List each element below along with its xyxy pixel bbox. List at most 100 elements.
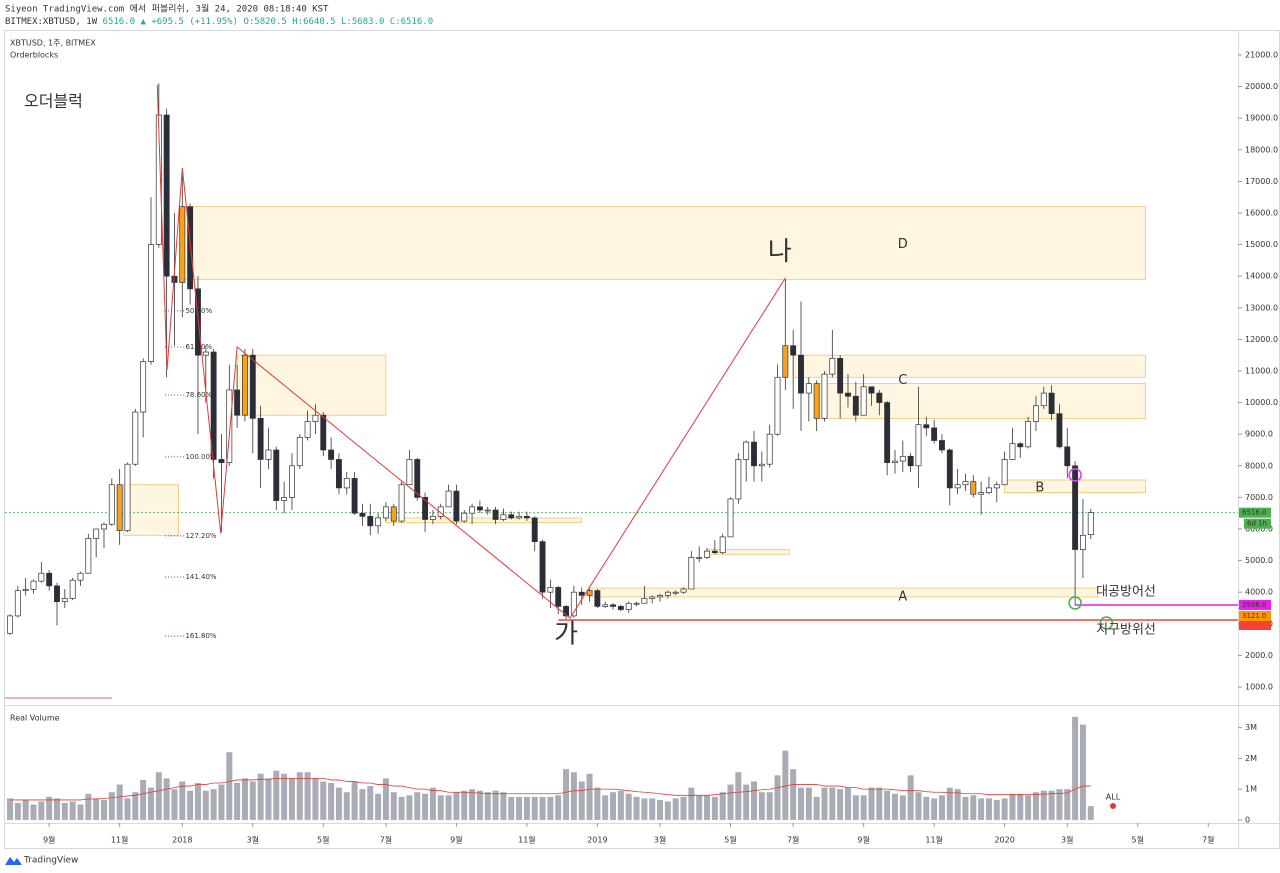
candle-body [954,484,961,489]
x-tick-label: 2018 [172,836,192,845]
candle-body [1009,443,1016,460]
volume-bar [453,792,460,820]
volume-bar [375,793,382,820]
candle-body [923,424,930,429]
candle-body [986,487,992,493]
candle-body [148,244,154,362]
volume-bar [328,783,335,820]
volume-bar [837,789,844,820]
candle-body [727,498,734,538]
candle-body [54,585,60,603]
y-tick-label: 2000.0 [1245,651,1273,660]
candle-body [218,459,225,463]
candle-body [735,459,742,500]
candle-body [1079,534,1086,550]
candle-body [531,517,538,542]
volume-bar [210,789,217,820]
y-tick-label: 16000.0 [1245,208,1278,217]
price-label: 3121.0 [1242,612,1267,620]
candle-body [124,463,131,531]
candle-body [1072,465,1079,550]
y-tick-label: 21000.0 [1245,50,1278,59]
fib-label: 141.40% [185,573,216,581]
candle-body [320,414,327,451]
volume-bar [132,792,139,820]
x-tick-label: 2020 [994,836,1014,845]
candle-body [899,455,906,462]
candle-body [304,421,311,438]
price-label: 3596.0 [1242,601,1267,609]
candle-body [664,591,671,596]
candle-body [829,357,836,375]
volume-bar [555,795,562,820]
countdown: 6d 1h [1247,520,1267,528]
candle-body [242,354,248,416]
volume-bar [390,792,397,820]
candle-body [993,484,1000,489]
volume-bar [899,795,906,820]
volume-bar [633,796,640,820]
volume-bar [14,803,21,820]
x-tick-label: 5월 [317,835,329,845]
candle-body [688,557,695,590]
volume-bar [610,792,617,820]
volume-bar [516,796,523,820]
volume-title: Real Volume [10,714,60,723]
candle-body [1087,512,1094,536]
symbol-line: BITMEX:XBTUSD, 1W 6516.0 ▲ +695.5 (+11.9… [5,17,433,27]
volume-bar [367,786,374,820]
volume-bar [727,784,734,820]
x-tick-label: 2019 [587,836,607,845]
marker [1068,596,1082,610]
candle-body [77,572,84,581]
candle-body [625,602,632,610]
candle-body [563,606,570,617]
x-tick-label: 7월 [380,835,392,845]
volume-bar [273,770,280,820]
volume-bar [743,784,750,820]
candle-body [946,449,953,489]
candle-body [390,506,397,522]
brand: TradingView [23,856,78,866]
candle-body [766,433,773,465]
candle-body [406,459,413,486]
candle-body [500,514,507,520]
open: O:5820.5 [243,17,286,27]
y-tick-label: 12000.0 [1245,335,1278,344]
candle-body [617,606,624,610]
candle-body [1064,446,1071,467]
marker [1099,616,1114,630]
volume-bar [563,769,570,820]
candle-body [187,206,194,290]
volume-bar [140,779,147,820]
candle-body [328,449,335,460]
order-block [123,484,179,536]
volume-bar [38,801,45,820]
candle-body [492,509,499,520]
volume-bar [100,799,107,820]
y-tick-label: 13000.0 [1245,303,1278,312]
volume-bar [821,787,828,820]
price-label-box [1239,619,1271,630]
y-tick-label: 8000.0 [1245,461,1273,470]
candle-body [602,604,609,607]
volume-bar [1056,789,1063,820]
volume-bar [735,772,742,820]
volume-bar [578,781,585,820]
volume-bar [641,798,648,820]
volume-bar [343,792,350,820]
volume-bar [962,796,969,820]
candle-body [437,506,444,517]
volume-bar [993,799,1000,820]
order-block [385,517,583,524]
candle-body [461,512,468,522]
y-tick-label: 3M [1245,723,1257,732]
candle-body [1032,405,1039,422]
change: ▲ +695.5 (+11.95%) [140,17,238,27]
zone-label: B [1035,480,1044,495]
countdown-box [1244,518,1271,529]
volume-bar [860,795,867,820]
volume-bar [312,778,319,820]
candle-body [884,402,891,463]
candle-body [1056,413,1063,448]
